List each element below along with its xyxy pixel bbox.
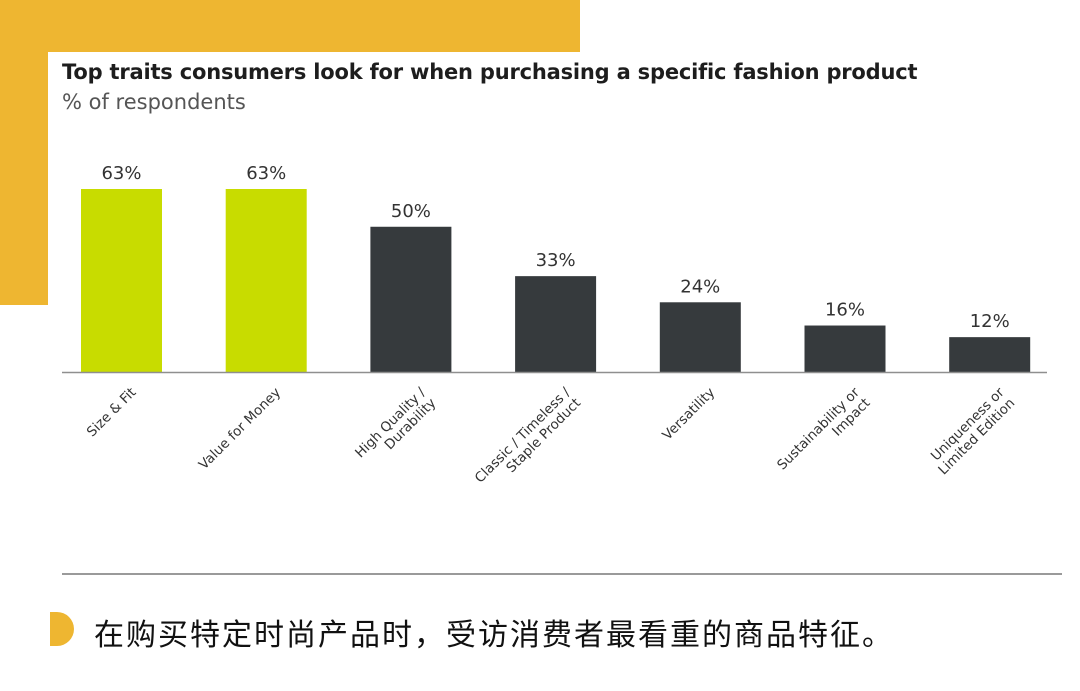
bar — [659, 302, 741, 372]
data-label: 24% — [680, 276, 720, 297]
bar — [804, 325, 886, 372]
accent-band-left — [0, 0, 48, 305]
accent-band-top — [0, 0, 580, 52]
bar — [370, 226, 452, 372]
bar — [225, 189, 307, 372]
tick-label: Versatility — [659, 385, 718, 444]
data-label: 63% — [246, 163, 286, 184]
data-label: 50% — [391, 201, 431, 222]
category-label: Versatility — [659, 385, 718, 444]
data-label: 16% — [825, 300, 865, 321]
tick-label: Value for Money — [196, 385, 284, 473]
category-label: Classic / Timeless /Staple Product — [472, 384, 584, 486]
bar — [81, 189, 162, 372]
data-label: 63% — [101, 163, 141, 184]
chart-caption: 在购买特定时尚产品时，受访消费者最看重的商品特征。 — [94, 618, 894, 653]
category-label: High Quality /Durability — [352, 384, 439, 461]
category-label: Size & Fit — [84, 385, 140, 441]
data-label: 33% — [536, 250, 576, 271]
tick-label: Size & Fit — [84, 385, 140, 441]
chart-title: Top traits consumers look for when purch… — [62, 60, 918, 84]
bar — [515, 276, 597, 372]
category-label: Value for Money — [196, 385, 284, 473]
bottom-divider — [62, 573, 1062, 575]
tick-label: Classic / Timeless / — [472, 384, 574, 486]
chart-subtitle: % of respondents — [62, 90, 246, 114]
bar-chart: 63% Size & Fit 63% Value for Money 50% High Q… — [62, 163, 1047, 486]
data-label: 12% — [970, 311, 1010, 332]
bar — [949, 337, 1031, 372]
